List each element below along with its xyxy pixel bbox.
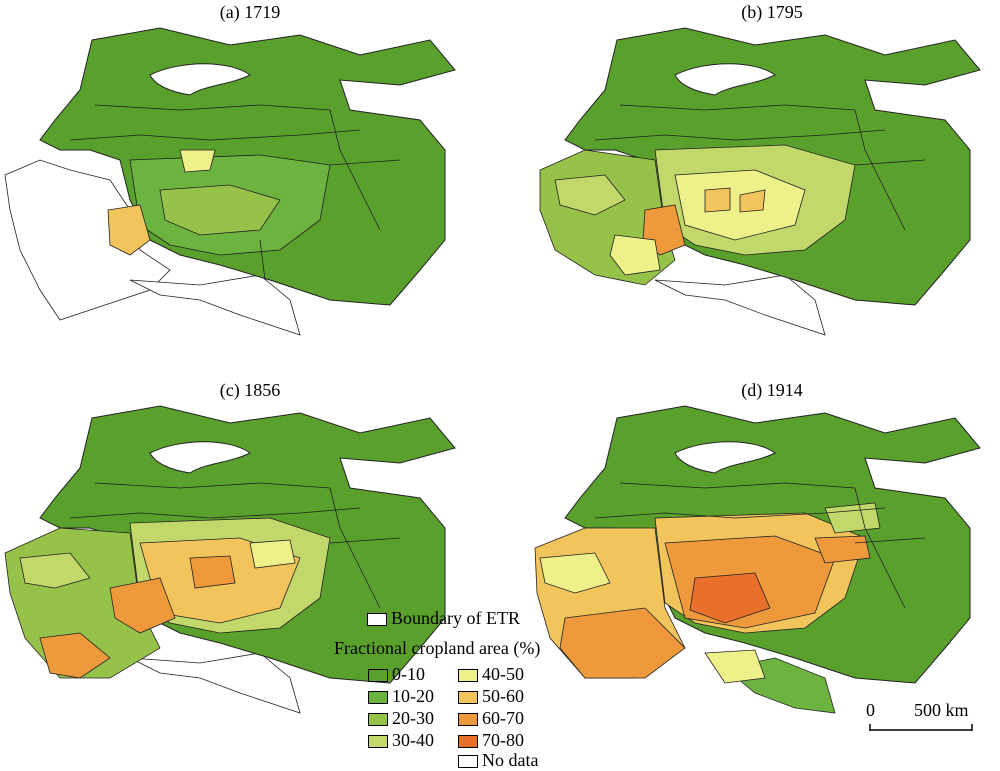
legend-class-0: 0-10: [368, 664, 425, 685]
legend-swatch-0: [368, 669, 388, 683]
legend-boundary: Boundary of ETR: [367, 608, 520, 629]
legend-label-4: 40-50: [482, 664, 524, 684]
legend-swatch-8: [458, 755, 478, 769]
legend-class-2: 20-30: [368, 708, 434, 729]
legend-swatch-3: [368, 735, 388, 749]
panel-title-d: (d) 1914: [741, 380, 803, 400]
legend-label-1: 10-20: [392, 686, 434, 706]
legend-class-7: 70-80: [458, 730, 524, 751]
legend-label-3: 30-40: [392, 730, 434, 750]
panel-title-c: (c) 1856: [219, 380, 281, 400]
legend-label-5: 50-60: [482, 686, 524, 706]
legend-label-0: 0-10: [392, 664, 425, 684]
legend-swatch-7: [458, 735, 478, 749]
legend-swatch-5: [458, 691, 478, 705]
panel-title-a: (a) 1719: [219, 2, 281, 22]
legend-boundary-label: Boundary of ETR: [391, 608, 520, 628]
legend-class-6: 60-70: [458, 708, 524, 729]
map-panel-a: [4, 27, 456, 336]
legend-class-1: 10-20: [368, 686, 434, 707]
legend-class-5: 50-60: [458, 686, 524, 707]
scale-distance-label: 500 km: [914, 700, 969, 720]
scale-bar-line: [869, 724, 973, 731]
scale-bar: 0 500 km: [862, 700, 982, 740]
legend-swatch-6: [458, 713, 478, 727]
legend-label-8: No data: [482, 750, 539, 770]
legend-class-3: 30-40: [368, 730, 434, 751]
legend-swatch-1: [368, 691, 388, 705]
panel-title-b: (b) 1795: [741, 2, 803, 22]
scale-zero-label: 0: [866, 700, 875, 720]
legend-class-8: No data: [458, 750, 538, 771]
legend-swatch-4: [458, 669, 478, 683]
legend-class-4: 40-50: [458, 664, 524, 685]
legend-swatch-2: [368, 713, 388, 727]
legend-label-7: 70-80: [482, 730, 524, 750]
legend-label-6: 60-70: [482, 708, 524, 728]
legend-title: Fractional cropland area (%): [334, 638, 541, 658]
map-panel-d: [534, 405, 981, 714]
map-panel-b: [539, 27, 981, 336]
legend-label-2: 20-30: [392, 708, 434, 728]
map-panel-c: [4, 405, 456, 714]
legend-boundary-swatch: [367, 613, 387, 627]
